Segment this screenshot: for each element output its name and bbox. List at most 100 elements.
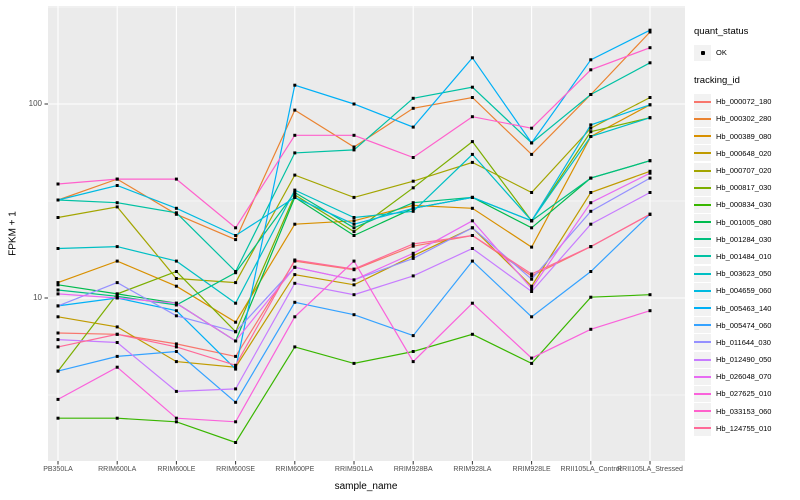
data-point xyxy=(530,126,534,130)
data-point xyxy=(56,338,60,342)
data-point xyxy=(115,201,119,205)
series-color-swatch xyxy=(694,100,711,103)
legend-key-box xyxy=(694,420,711,437)
data-point xyxy=(470,259,474,263)
data-point xyxy=(411,274,415,278)
legend-key-box xyxy=(694,128,711,145)
data-point xyxy=(115,292,119,296)
legend-key-box xyxy=(694,403,711,420)
y-tick-label: 10 xyxy=(33,293,42,302)
data-point xyxy=(589,270,593,273)
data-point xyxy=(648,28,652,32)
legend-title-tracking-id: tracking_id xyxy=(694,75,740,87)
legend-item-label: Hb_000389_080 xyxy=(716,131,772,141)
data-point xyxy=(530,315,534,319)
series-color-swatch xyxy=(694,152,711,155)
legend-key-box xyxy=(694,368,711,385)
legend-item-label: Hb_003623_050 xyxy=(716,269,772,279)
legend-item-label: Hb_000817_030 xyxy=(716,183,772,193)
data-point xyxy=(530,191,534,194)
data-point xyxy=(234,367,238,371)
data-point xyxy=(411,334,415,338)
data-point xyxy=(470,234,474,237)
legend-item-Hb_026048_070: Hb_026048_070 xyxy=(694,368,800,385)
data-point xyxy=(648,61,652,65)
legend-item-label: Hb_026048_070 xyxy=(716,372,772,382)
data-point xyxy=(530,277,534,281)
data-point xyxy=(530,287,534,290)
data-point xyxy=(411,206,415,210)
data-point xyxy=(589,58,593,62)
legend-key-box xyxy=(694,196,711,213)
data-point xyxy=(470,206,474,210)
data-point xyxy=(648,176,652,180)
legend-item-label: Hb_001484_010 xyxy=(716,251,772,261)
data-point xyxy=(530,361,534,365)
data-point xyxy=(470,85,474,89)
panel-background xyxy=(48,6,685,461)
data-point xyxy=(530,274,534,278)
data-point xyxy=(470,140,474,144)
data-point xyxy=(174,284,178,288)
data-point xyxy=(293,83,297,87)
series-color-swatch xyxy=(694,169,711,172)
data-point xyxy=(589,201,593,205)
legend-items: Hb_000072_180 Hb_000302_280 Hb_000389_080 H… xyxy=(694,93,800,437)
data-point xyxy=(352,222,356,226)
series-color-swatch xyxy=(694,392,711,395)
series-color-swatch xyxy=(694,427,711,430)
data-point xyxy=(648,171,652,175)
data-point xyxy=(234,270,238,273)
point-marker-icon xyxy=(700,50,705,55)
legend-item-Hb_003623_050: Hb_003623_050 xyxy=(694,265,800,282)
data-point xyxy=(174,342,178,346)
data-point xyxy=(174,259,178,263)
legend-key-box xyxy=(694,300,711,317)
legend-key-box xyxy=(694,145,711,162)
data-point xyxy=(648,116,652,120)
legend-key-box xyxy=(694,162,711,179)
legend-key-box xyxy=(694,179,711,196)
data-point xyxy=(174,420,178,424)
legend: quant_status OK tracking_id Hb_000072_18… xyxy=(694,26,800,437)
data-point xyxy=(470,195,474,199)
data-point xyxy=(648,293,652,297)
data-point xyxy=(293,193,297,197)
data-point xyxy=(174,303,178,307)
data-point xyxy=(293,108,297,112)
data-point xyxy=(174,309,178,313)
data-point xyxy=(115,341,119,344)
data-point xyxy=(411,251,415,255)
data-point xyxy=(174,211,178,215)
data-point xyxy=(234,226,238,230)
data-point xyxy=(352,283,356,287)
data-point xyxy=(56,397,60,401)
data-point xyxy=(293,222,297,226)
data-point xyxy=(56,182,60,186)
data-point xyxy=(293,258,297,262)
series-color-swatch xyxy=(694,117,711,120)
data-point xyxy=(115,416,119,420)
data-point xyxy=(470,332,474,336)
data-point xyxy=(411,242,415,246)
data-point xyxy=(234,354,238,358)
data-point xyxy=(174,350,178,353)
legend-item-label: Hb_033153_060 xyxy=(716,406,772,416)
data-point xyxy=(234,400,238,404)
data-point xyxy=(411,106,415,110)
legend-item-Hb_001005_080: Hb_001005_080 xyxy=(694,214,800,231)
data-point xyxy=(293,151,297,155)
data-point xyxy=(115,332,119,336)
data-point xyxy=(352,230,356,234)
legend-key-box xyxy=(694,282,711,299)
x-axis-title: sample_name xyxy=(334,481,398,492)
data-point xyxy=(411,203,415,207)
y-axis-title: FPKM + 1 xyxy=(7,211,19,256)
data-point xyxy=(234,330,238,334)
legend-item-Hb_124755_010: Hb_124755_010 xyxy=(694,420,800,437)
data-point xyxy=(293,133,297,137)
data-point xyxy=(115,354,119,358)
data-point xyxy=(56,315,60,319)
data-point xyxy=(115,245,119,249)
